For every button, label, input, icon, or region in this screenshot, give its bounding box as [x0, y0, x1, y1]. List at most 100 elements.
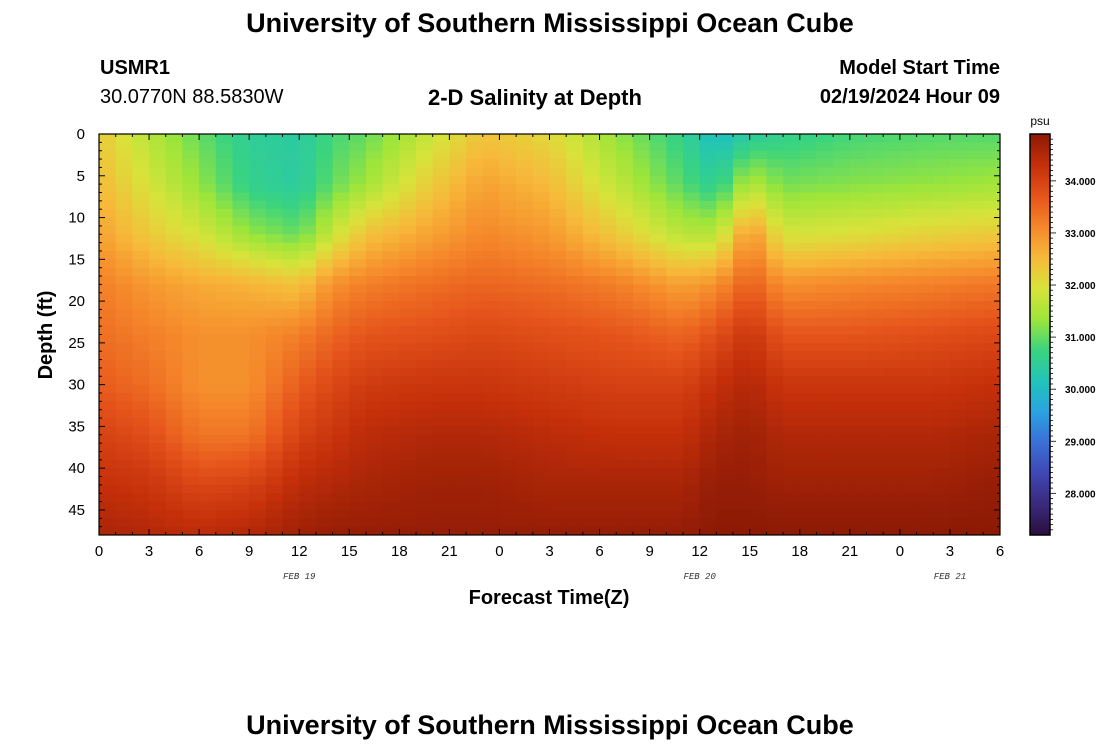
heatmap-cell	[382, 359, 400, 369]
heatmap-cell	[466, 326, 484, 335]
heatmap-cell	[165, 392, 183, 402]
heatmap-cell	[816, 409, 834, 419]
heatmap-cell	[749, 259, 767, 269]
heatmap-cell	[482, 409, 500, 419]
heatmap-cell	[949, 509, 968, 519]
heatmap-cell	[766, 326, 784, 335]
heatmap-cell	[499, 401, 517, 411]
heatmap-cell	[449, 192, 467, 202]
heatmap-cell	[833, 426, 851, 436]
heatmap-cell	[399, 259, 417, 269]
heatmap-cell	[365, 392, 384, 402]
heatmap-cell	[733, 434, 751, 444]
heatmap-cell	[883, 518, 901, 528]
heatmap-cell	[115, 451, 133, 461]
heatmap-cell	[599, 451, 617, 461]
heatmap-cell	[182, 234, 200, 243]
heatmap-cell	[315, 234, 333, 243]
heatmap-cell	[249, 250, 267, 260]
heatmap-cell	[249, 159, 267, 168]
heatmap-cell	[916, 376, 934, 386]
heatmap-cell	[816, 292, 834, 302]
heatmap-cell	[983, 392, 1001, 402]
heatmap-cell	[132, 509, 150, 519]
heatmap-cell	[332, 175, 350, 185]
heatmap-cell	[399, 276, 417, 285]
heatmap-cell	[649, 443, 667, 452]
heatmap-cell	[99, 392, 117, 402]
heatmap-cell	[182, 493, 200, 502]
heatmap-cell	[349, 434, 367, 444]
heatmap-cell	[215, 401, 233, 411]
heatmap-cell	[99, 509, 117, 519]
heatmap-cell	[899, 342, 917, 352]
heatmap-cell	[299, 175, 317, 185]
heatmap-cell	[649, 234, 667, 243]
heatmap-cell	[516, 184, 534, 193]
heatmap-cell	[432, 526, 450, 536]
heatmap-cell	[799, 426, 817, 436]
heatmap-cell	[199, 276, 217, 285]
heatmap-cell	[983, 159, 1001, 168]
heatmap-cell	[215, 192, 233, 202]
heatmap-cell	[332, 342, 350, 352]
heatmap-cell	[549, 509, 567, 519]
heatmap-cell	[232, 468, 250, 477]
heatmap-cell	[682, 342, 701, 352]
heatmap-cell	[215, 392, 233, 402]
heatmap-cell	[599, 367, 617, 377]
heatmap-cell	[599, 443, 617, 452]
heatmap-cell	[682, 292, 701, 302]
heatmap-cell	[466, 292, 484, 302]
heatmap-cell	[265, 150, 283, 160]
heatmap-cell	[966, 142, 984, 152]
heatmap-cell	[582, 526, 600, 536]
heatmap-cell	[416, 451, 434, 461]
heatmap-cell	[916, 167, 934, 177]
heatmap-cell	[666, 509, 684, 519]
heatmap-cell	[249, 518, 267, 528]
heatmap-cell	[766, 459, 784, 469]
heatmap-cell	[349, 459, 367, 469]
heatmap-cell	[249, 284, 267, 294]
heatmap-cell	[332, 367, 350, 377]
heatmap-cell	[516, 175, 534, 185]
heatmap-cell	[682, 217, 701, 227]
heatmap-cell	[666, 292, 684, 302]
heatmap-cell	[549, 234, 567, 243]
heatmap-cell	[666, 242, 684, 252]
heatmap-cell	[499, 150, 517, 160]
heatmap-cell	[799, 351, 817, 360]
heatmap-cell	[132, 284, 150, 294]
heatmap-cell	[365, 443, 384, 452]
heatmap-cell	[132, 351, 150, 360]
heatmap-cell	[232, 250, 250, 260]
heatmap-cell	[549, 267, 567, 277]
heatmap-cell	[849, 250, 867, 260]
heatmap-cell	[749, 167, 767, 177]
heatmap-cell	[866, 443, 884, 452]
heatmap-cell	[866, 159, 884, 168]
heatmap-cell	[315, 509, 333, 519]
heatmap-cell	[916, 468, 934, 477]
heatmap-cell	[632, 334, 651, 344]
x-tick-label: 9	[645, 543, 653, 560]
heatmap-cell	[215, 276, 233, 285]
heatmap-cell	[132, 434, 150, 444]
heatmap-cell	[482, 443, 500, 452]
heatmap-cell	[749, 359, 767, 369]
heatmap-cell	[866, 418, 884, 427]
heatmap-cell	[265, 342, 283, 352]
heatmap-cell	[416, 434, 434, 444]
heatmap-cell	[766, 301, 784, 310]
heatmap-cell	[632, 317, 651, 327]
heatmap-cell	[766, 276, 784, 285]
heatmap-cell	[949, 192, 968, 202]
heatmap-cell	[716, 501, 734, 511]
heatmap-cell	[232, 326, 250, 335]
heatmap-cell	[365, 175, 384, 185]
heatmap-cell	[332, 184, 350, 193]
heatmap-cell	[199, 184, 217, 193]
heatmap-cell	[149, 159, 167, 168]
heatmap-cell	[749, 526, 767, 536]
